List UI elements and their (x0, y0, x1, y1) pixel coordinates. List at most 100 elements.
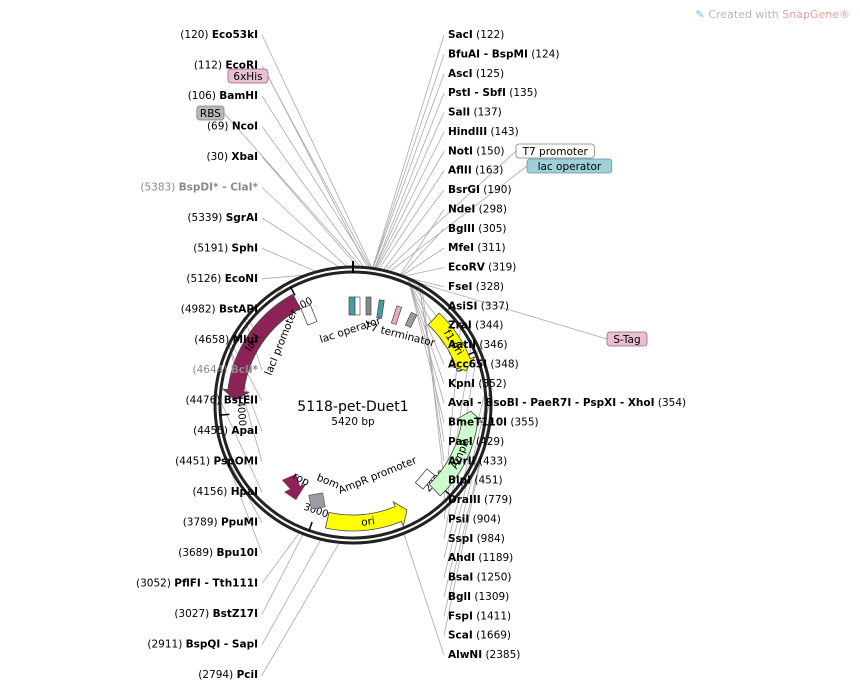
site-label[interactable]: (3789) PpuMI (183, 517, 258, 529)
site-label[interactable]: (4644) BclI* (193, 364, 259, 376)
feature-arrow-f1-ori (427, 312, 476, 372)
site-leader-line (407, 278, 445, 404)
site-leader-line (400, 228, 445, 276)
rbs-mark (365, 296, 372, 316)
ruler-tick (219, 413, 230, 416)
site-label[interactable]: BfuAI - BspMI (124) (448, 48, 559, 60)
site-label[interactable]: (4451) PspOMI (175, 456, 258, 468)
site-label[interactable]: MfeI (311) (448, 242, 506, 254)
site-label[interactable]: ScaI (1669) (448, 630, 511, 642)
site-label[interactable]: AvaI - BsoBI - PaeR7I - PspXI - XhoI (35… (448, 397, 686, 409)
ruler-tick (289, 286, 296, 296)
site-label[interactable]: (5339) SgrAI (187, 212, 258, 224)
feature-tag-leader (223, 112, 362, 268)
snapgene-logo-icon: ✎ (695, 8, 705, 21)
feature-tag-leader (389, 165, 528, 273)
site-label[interactable]: (2794) PciI (198, 669, 258, 681)
site-label[interactable]: AvrII (433) (448, 455, 507, 467)
site-label[interactable]: BglII (305) (448, 223, 507, 235)
site-label[interactable]: (106) BamHI (188, 90, 258, 102)
site-label[interactable]: ZraI (344) (448, 320, 503, 332)
site-label[interactable]: PstI - SbfI (135) (448, 87, 538, 99)
feature-arrow-ampr (428, 410, 485, 497)
site-label[interactable]: (3052) PflFI - Tth111I (136, 578, 258, 590)
site-label[interactable]: (5191) SphI (193, 242, 258, 254)
site-leader-line (227, 463, 263, 554)
rop-arrow (282, 474, 306, 500)
site-label[interactable]: (4156) HpaI (192, 486, 258, 498)
site-label[interactable]: Acc65I (348) (448, 358, 519, 370)
site-label[interactable]: (69) NcoI (207, 120, 258, 132)
site-leader-line (261, 95, 371, 269)
feature-arrow-ori (324, 501, 408, 532)
feature-tag-box (606, 331, 648, 347)
s-tag-mark (390, 305, 403, 325)
site-label[interactable]: BmeT110I (355) (448, 417, 539, 429)
snapgene-credit: ✎ Created with SnapGene® (695, 8, 850, 21)
site-label[interactable]: (5126) EcoNI (186, 273, 258, 285)
site-label[interactable]: (120) Eco53kI (180, 29, 258, 41)
site-label[interactable]: (4476) BstEII (185, 395, 258, 407)
ampr-promoter-label: AmpR promoter (337, 454, 419, 497)
site-label[interactable]: BlpI (451) (448, 475, 503, 487)
ampr-promoter-mark (414, 468, 436, 490)
site-label[interactable]: EcoRV (319) (448, 262, 516, 274)
site-leader-line (378, 170, 445, 270)
site-leader-line (375, 131, 445, 270)
feature-tag-leader (385, 150, 517, 272)
site-label[interactable]: (4982) BstAPI (181, 303, 258, 315)
site-leader-line (443, 378, 489, 559)
feature-tag-label[interactable]: S-Tag (613, 334, 640, 346)
site-label[interactable]: NdeI (298) (448, 203, 507, 215)
site-label[interactable]: FspI (1411) (448, 610, 511, 622)
site-leader-line (215, 390, 263, 493)
site-label[interactable]: AscI (125) (448, 68, 504, 80)
site-label[interactable]: BsaI (1250) (448, 572, 512, 584)
site-leader-line (261, 217, 341, 268)
feature-tag-label[interactable]: T7 promoter (522, 146, 589, 158)
site-label[interactable]: AhdI (1189) (448, 552, 513, 564)
site-label[interactable]: BsrGI (190) (448, 184, 512, 196)
site-label[interactable]: AlwNI (2385) (448, 649, 520, 661)
site-leader-line (382, 189, 445, 271)
site-label[interactable]: AsiSI (337) (448, 300, 509, 312)
site-label[interactable]: PacI (429) (448, 436, 504, 448)
feature-tag-leader (414, 281, 608, 340)
feature-tag-label[interactable]: 6xHis (233, 71, 262, 83)
site-label[interactable]: (5383) BspDI* - ClaI* (140, 181, 258, 193)
feature-tag-box (526, 158, 613, 174)
site-leader-line (261, 156, 359, 268)
site-label[interactable]: SalI (137) (448, 107, 502, 119)
site-label[interactable]: (4455) ApaI (193, 425, 258, 437)
feature-tag-leader (267, 75, 368, 268)
site-label[interactable]: HindIII (143) (448, 126, 519, 138)
bom-label: bom (315, 472, 341, 492)
site-label[interactable]: SspI (984) (448, 533, 505, 545)
site-label[interactable]: (112) EcoRI (194, 59, 258, 71)
site-label[interactable]: PsiI (904) (448, 513, 501, 525)
ruler-tick (308, 521, 313, 532)
site-label[interactable]: BglI (1309) (448, 591, 509, 603)
site-label[interactable]: DraIII (779) (448, 494, 512, 506)
site-leader-line (443, 454, 483, 636)
site-label[interactable]: (3027) BstZ17I (174, 608, 258, 620)
feature-tag-box (515, 143, 595, 159)
site-label[interactable]: AatII (346) (448, 339, 508, 351)
feature-tag-label[interactable]: RBS (200, 108, 221, 120)
feature-tag-label[interactable]: lac operator (538, 161, 602, 173)
credit-prefix: Created with (708, 8, 783, 21)
site-leader-line (261, 533, 304, 615)
site-label[interactable]: KpnI (352) (448, 378, 507, 390)
site-label[interactable]: (30) XbaI (206, 151, 258, 163)
site-label[interactable]: AflII (163) (448, 165, 503, 177)
mcs-feature-marks (282, 296, 436, 510)
site-label[interactable]: (4658) MluI (194, 334, 258, 346)
site-label[interactable]: (3689) Bpu10I (178, 547, 258, 559)
site-label[interactable]: NotI (150) (448, 145, 505, 157)
site-leader-line (421, 285, 445, 481)
site-label[interactable]: (2911) BspQI - SapI (147, 639, 258, 651)
site-label[interactable]: SacI (122) (448, 29, 504, 41)
ruler-tick-label: 4000 (234, 400, 247, 426)
site-leader-line (261, 274, 307, 280)
site-label[interactable]: FseI (328) (448, 281, 504, 293)
